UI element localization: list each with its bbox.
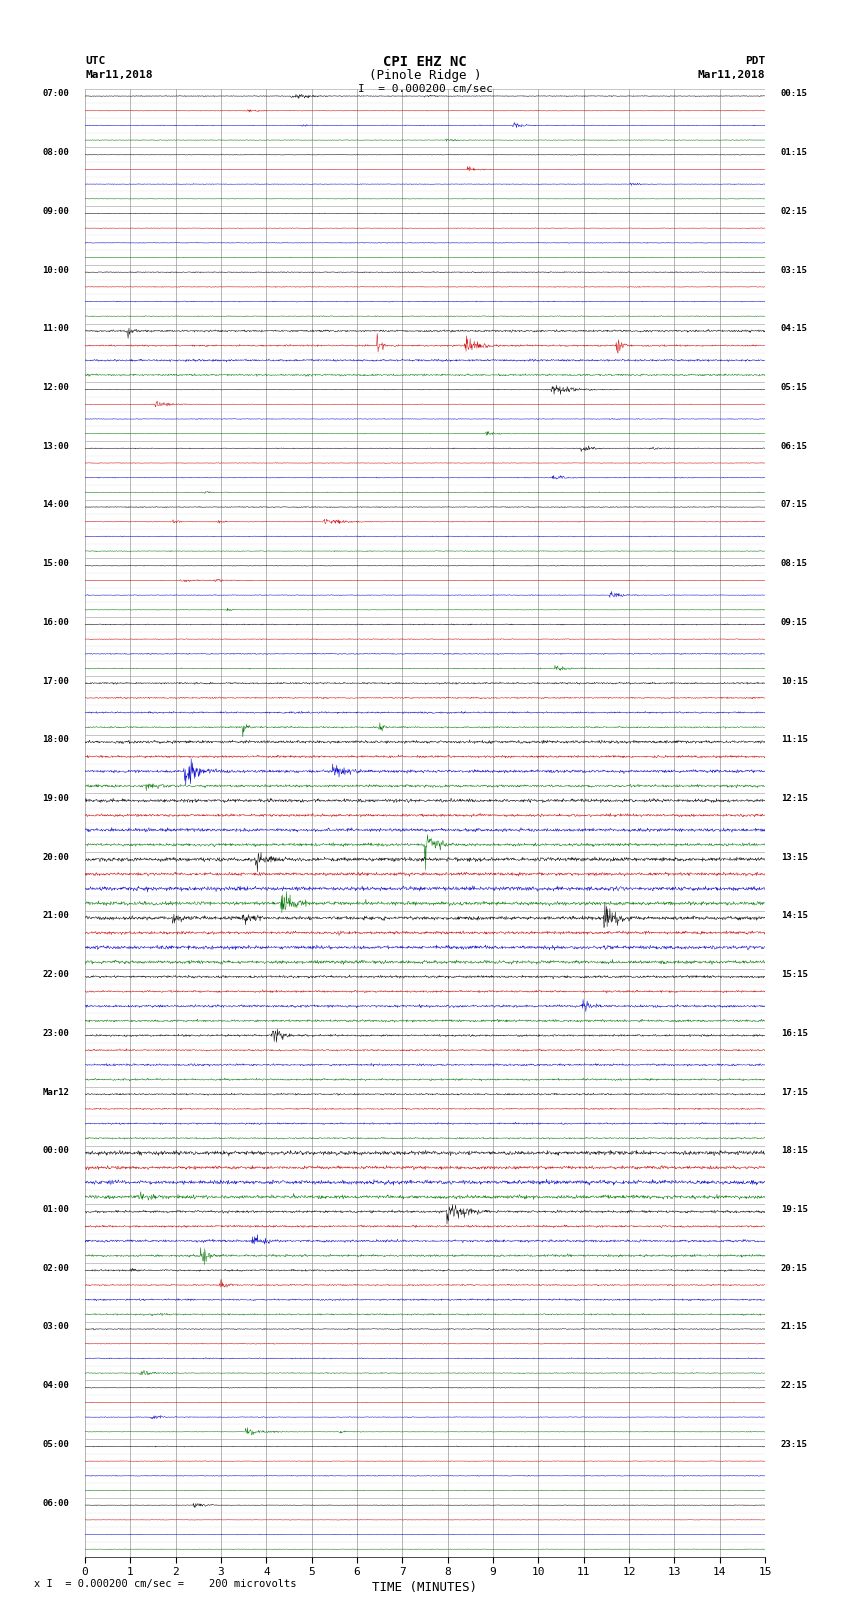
Text: 07:00: 07:00 bbox=[42, 89, 69, 98]
Text: 06:00: 06:00 bbox=[42, 1498, 69, 1508]
Text: 00:00: 00:00 bbox=[42, 1147, 69, 1155]
Text: 14:15: 14:15 bbox=[781, 911, 807, 921]
Text: 13:15: 13:15 bbox=[781, 853, 807, 861]
Text: 04:00: 04:00 bbox=[42, 1381, 69, 1390]
Text: 12:00: 12:00 bbox=[42, 382, 69, 392]
Text: (Pinole Ridge ): (Pinole Ridge ) bbox=[369, 69, 481, 82]
Text: 10:00: 10:00 bbox=[42, 266, 69, 274]
Text: I  = 0.000200 cm/sec: I = 0.000200 cm/sec bbox=[358, 84, 492, 94]
Text: 21:15: 21:15 bbox=[781, 1323, 807, 1331]
Text: 13:00: 13:00 bbox=[42, 442, 69, 450]
Text: 14:00: 14:00 bbox=[42, 500, 69, 510]
Text: 20:15: 20:15 bbox=[781, 1263, 807, 1273]
Text: 21:00: 21:00 bbox=[42, 911, 69, 921]
Text: 16:15: 16:15 bbox=[781, 1029, 807, 1037]
Text: 11:15: 11:15 bbox=[781, 736, 807, 744]
Text: Mar12: Mar12 bbox=[42, 1087, 69, 1097]
Text: 17:15: 17:15 bbox=[781, 1087, 807, 1097]
Text: 02:00: 02:00 bbox=[42, 1263, 69, 1273]
Text: 19:00: 19:00 bbox=[42, 794, 69, 803]
Text: 11:00: 11:00 bbox=[42, 324, 69, 334]
Text: 23:00: 23:00 bbox=[42, 1029, 69, 1037]
Text: 22:15: 22:15 bbox=[781, 1381, 807, 1390]
Text: Mar11,2018: Mar11,2018 bbox=[85, 69, 152, 79]
Text: PDT: PDT bbox=[745, 56, 765, 66]
Text: 15:15: 15:15 bbox=[781, 969, 807, 979]
Text: UTC: UTC bbox=[85, 56, 105, 66]
Text: 07:15: 07:15 bbox=[781, 500, 807, 510]
Text: 17:00: 17:00 bbox=[42, 676, 69, 686]
Text: Mar11,2018: Mar11,2018 bbox=[698, 69, 765, 79]
Text: 12:15: 12:15 bbox=[781, 794, 807, 803]
Text: 05:00: 05:00 bbox=[42, 1440, 69, 1448]
Text: 15:00: 15:00 bbox=[42, 560, 69, 568]
Text: 08:00: 08:00 bbox=[42, 148, 69, 156]
Text: 03:00: 03:00 bbox=[42, 1323, 69, 1331]
Text: 06:15: 06:15 bbox=[781, 442, 807, 450]
Text: 09:15: 09:15 bbox=[781, 618, 807, 627]
Text: 08:15: 08:15 bbox=[781, 560, 807, 568]
Text: 02:15: 02:15 bbox=[781, 206, 807, 216]
Text: 03:15: 03:15 bbox=[781, 266, 807, 274]
X-axis label: TIME (MINUTES): TIME (MINUTES) bbox=[372, 1581, 478, 1594]
Text: 10:15: 10:15 bbox=[781, 676, 807, 686]
Text: 01:15: 01:15 bbox=[781, 148, 807, 156]
Text: 18:15: 18:15 bbox=[781, 1147, 807, 1155]
Text: 20:00: 20:00 bbox=[42, 853, 69, 861]
Text: 05:15: 05:15 bbox=[781, 382, 807, 392]
Text: 18:00: 18:00 bbox=[42, 736, 69, 744]
Text: 09:00: 09:00 bbox=[42, 206, 69, 216]
Text: 00:15: 00:15 bbox=[781, 89, 807, 98]
Text: 16:00: 16:00 bbox=[42, 618, 69, 627]
Text: x I  = 0.000200 cm/sec =    200 microvolts: x I = 0.000200 cm/sec = 200 microvolts bbox=[34, 1579, 297, 1589]
Text: 01:00: 01:00 bbox=[42, 1205, 69, 1215]
Text: CPI EHZ NC: CPI EHZ NC bbox=[383, 55, 467, 69]
Text: 22:00: 22:00 bbox=[42, 969, 69, 979]
Text: 19:15: 19:15 bbox=[781, 1205, 807, 1215]
Text: 23:15: 23:15 bbox=[781, 1440, 807, 1448]
Text: 04:15: 04:15 bbox=[781, 324, 807, 334]
